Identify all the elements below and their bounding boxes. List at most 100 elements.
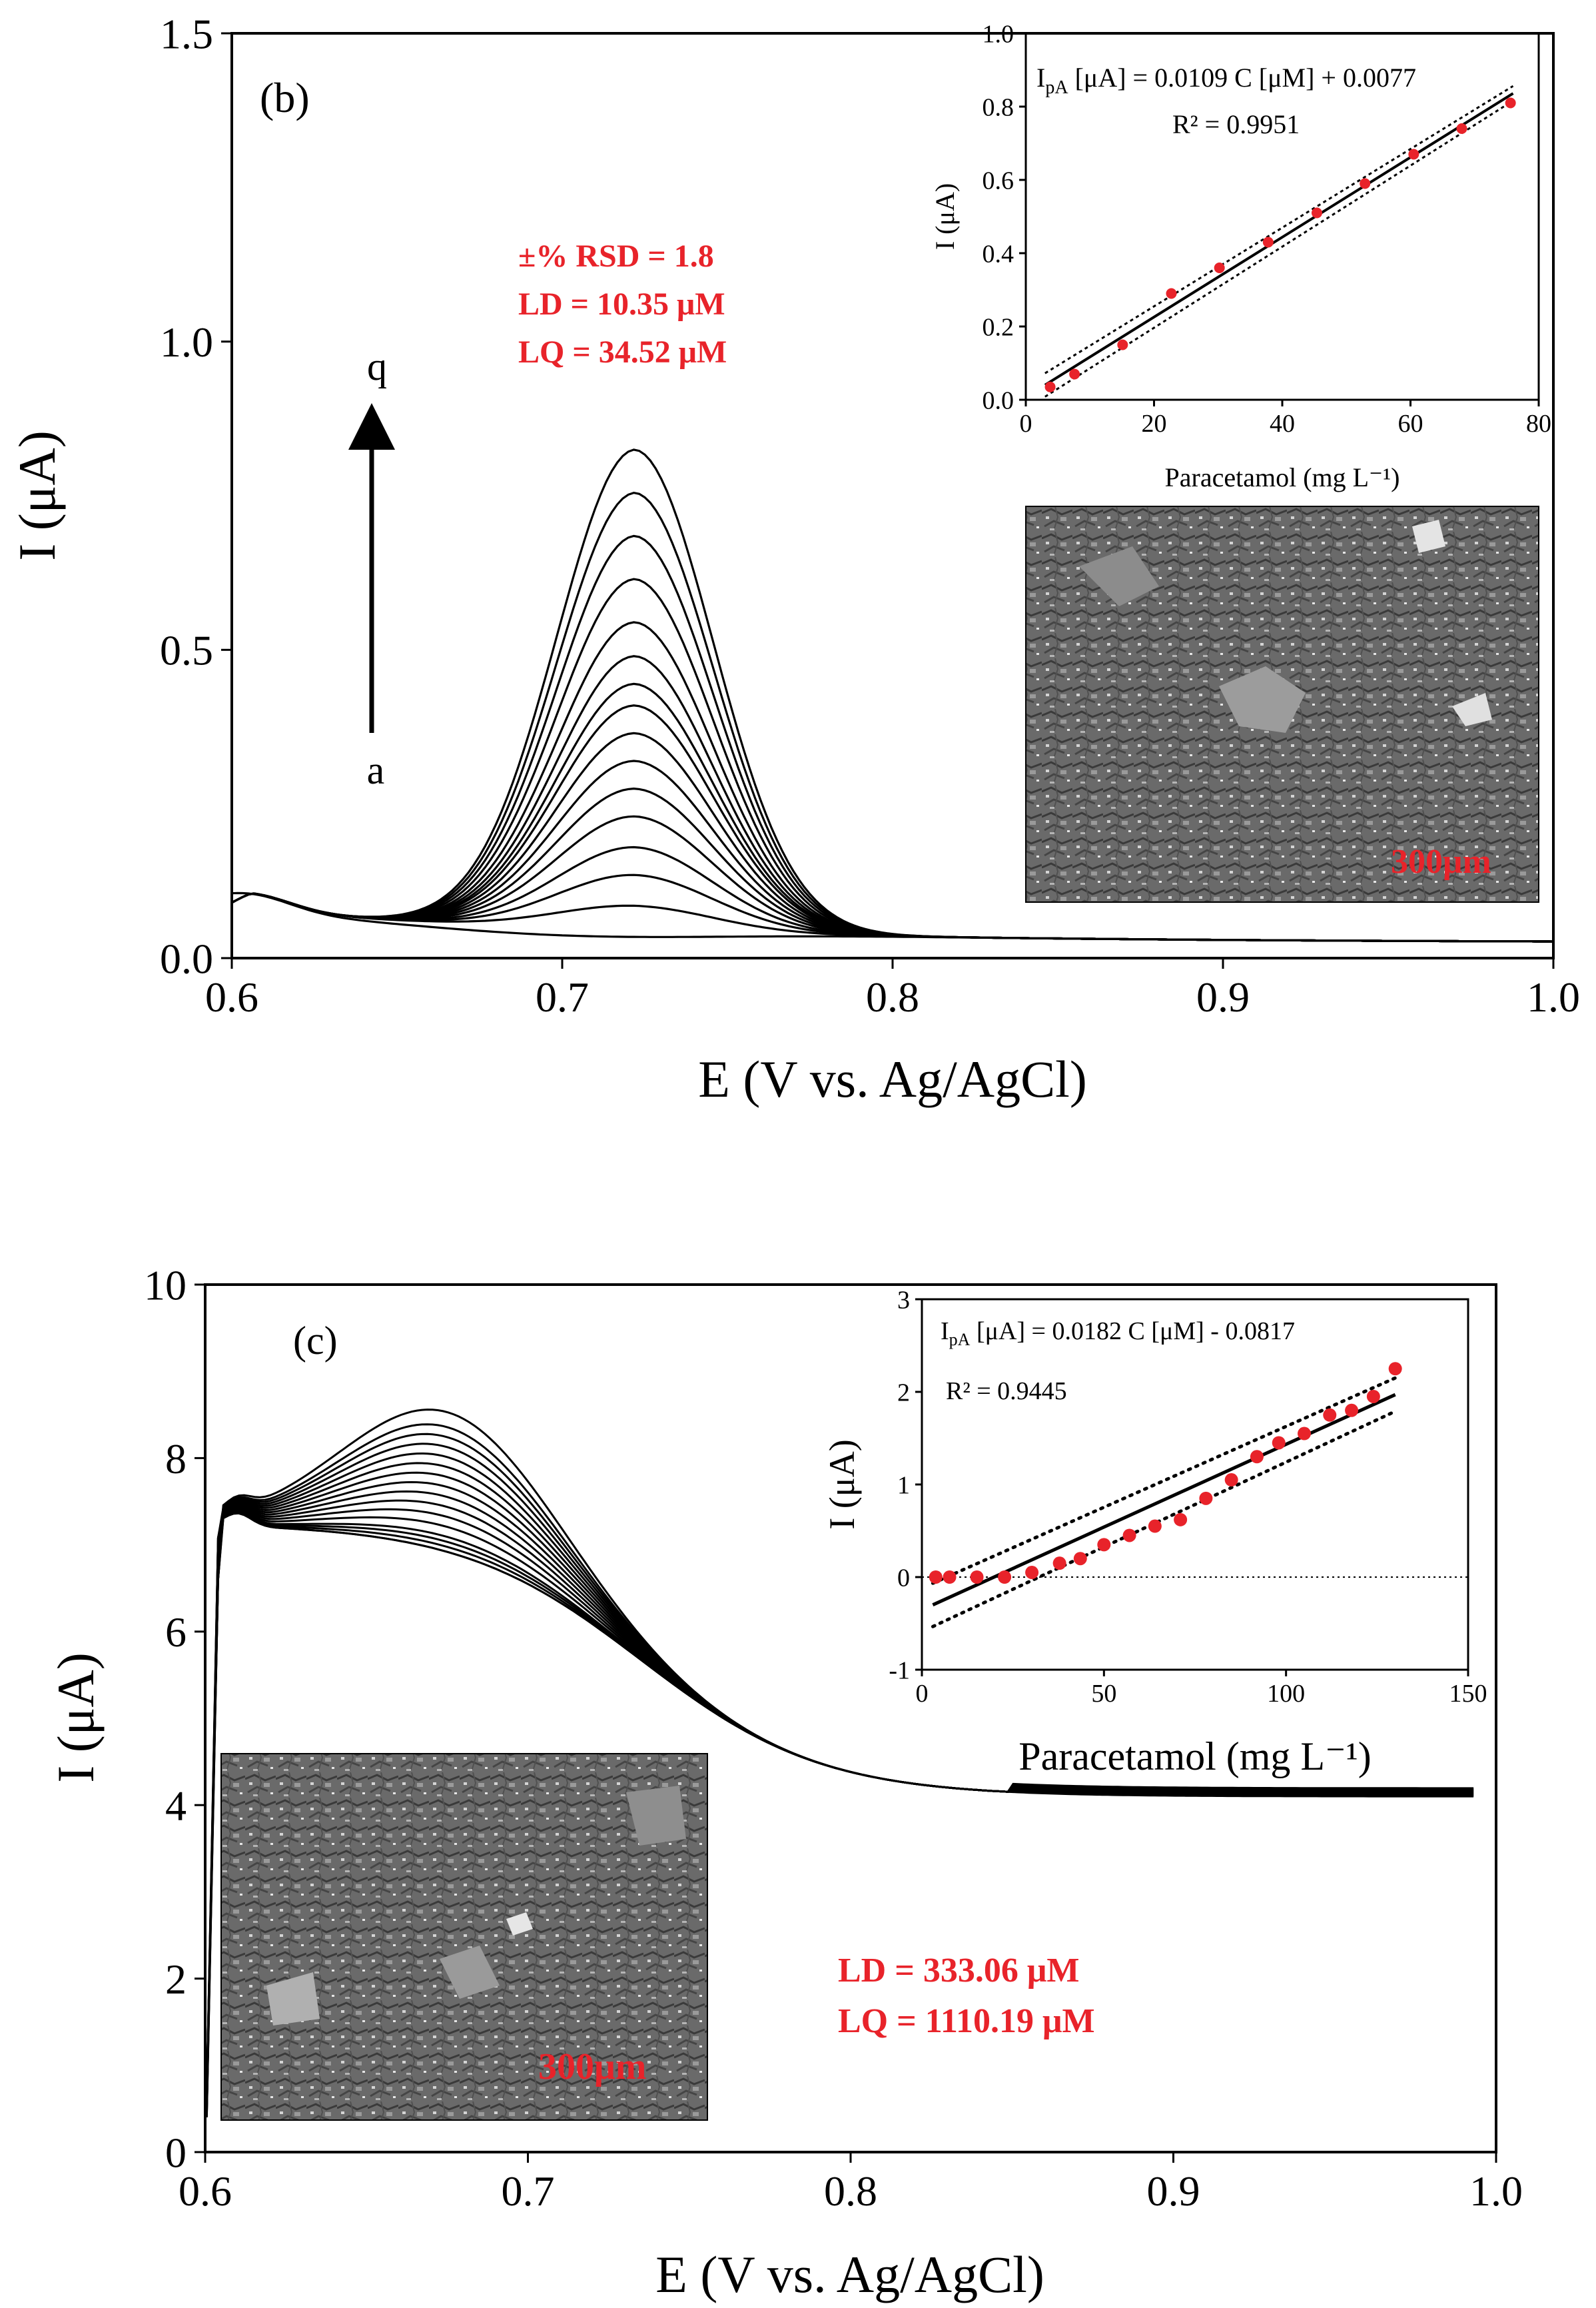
b-inset-equation: IpA [μA] = 0.0109 C [μM] + 0.0077 xyxy=(1036,63,1416,98)
b-y-tick-label: 1.0 xyxy=(160,318,213,366)
b-y-tick-label: 1.5 xyxy=(160,10,213,57)
c-inset-data-point xyxy=(1224,1473,1238,1487)
b-inset-y-tick-label: 0.8 xyxy=(983,93,1014,121)
c-inset-data-point xyxy=(929,1570,943,1584)
b-x-tick-label: 0.7 xyxy=(536,973,589,1021)
c-inset-data-point xyxy=(1199,1491,1213,1505)
b-x-tick-label: 0.8 xyxy=(866,973,919,1021)
b-inset-x-tick-label: 40 xyxy=(1270,410,1295,438)
c-x-tick-label: 0.8 xyxy=(824,2167,877,2215)
c-inset-equation: IpA [μA] = 0.0182 C [μM] - 0.0817 xyxy=(941,1317,1295,1349)
c-inset-data-point xyxy=(1272,1436,1286,1450)
b-inset-data-point xyxy=(1408,149,1419,160)
b-inset-r2: R² = 0.9951 xyxy=(1172,109,1300,139)
c-panel-label: (c) xyxy=(293,1319,338,1363)
c-inset-y-tick-label: 1 xyxy=(897,1471,910,1499)
b-axis-ticks: 0.6 0.7 0.8 0.9 1.0 0.0 0.5 1.0 1.5 xyxy=(160,10,1580,1021)
b-voltammogram xyxy=(231,448,1554,943)
c-inset-data-point xyxy=(1388,1362,1402,1376)
b-inset-confidence-band xyxy=(1044,85,1514,374)
b-inset-data-point xyxy=(1166,288,1177,299)
b-inset-data-point xyxy=(1044,381,1056,392)
c-y-tick-label: 8 xyxy=(165,1435,187,1482)
c-inset-fit-line xyxy=(932,1393,1396,1606)
b-sem-scale-label: 300μm xyxy=(1391,843,1491,881)
c-voltammogram xyxy=(205,1409,1474,2090)
b-x-tick-label: 0.9 xyxy=(1196,973,1250,1021)
b-arrow-label-a: a xyxy=(367,748,385,792)
c-inset-data-point xyxy=(1323,1408,1337,1422)
b-voltammograms xyxy=(231,448,1554,943)
b-inset-confidence-band xyxy=(1044,99,1514,398)
b-rsd-annotation: ±% RSD = 1.8 xyxy=(518,239,714,274)
b-y-tick-label: 0.0 xyxy=(160,935,213,982)
b-ld-annotation: LD = 10.35 μM xyxy=(518,287,725,322)
c-inset-data-point xyxy=(1025,1566,1039,1580)
b-inset-x-label: Paracetamol (mg L⁻¹) xyxy=(1165,462,1400,492)
b-y-axis-label: I (μA) xyxy=(8,430,66,561)
b-plot-frame xyxy=(230,32,1555,959)
b-inset-y-tick-label: 0.0 xyxy=(983,386,1014,414)
c-inset-y-tick-label: 2 xyxy=(897,1379,910,1407)
c-y-tick-label: 6 xyxy=(165,1608,187,1656)
b-inset: 0 20 40 60 80 0.0 0.2 0.4 0.6 0.8 1.0 IpA [μA] = 0… xyxy=(930,20,1551,492)
c-inset-x-tick-label: 0 xyxy=(916,1680,929,1708)
c-x-axis-label: E (V vs. Ag/AgCl) xyxy=(655,2245,1044,2303)
c-inset-data-point xyxy=(1174,1512,1188,1526)
b-inset-data-point xyxy=(1069,368,1080,380)
b-inset-y-label: I (μA) xyxy=(930,183,960,250)
c-inset-data-point xyxy=(1148,1519,1162,1533)
c-inset-data-point xyxy=(1097,1538,1111,1552)
b-inset-y-tick-label: 0.2 xyxy=(983,313,1014,341)
b-y-tick-label: 0.5 xyxy=(160,627,213,674)
c-x-tick-label: 0.6 xyxy=(179,2167,232,2215)
c-voltammograms xyxy=(205,1409,1474,2117)
b-lq-annotation: LQ = 34.52 μM xyxy=(518,334,727,370)
c-inset-data-point xyxy=(1298,1427,1311,1441)
b-inset-data-point xyxy=(1117,339,1128,350)
c-inset-data-point xyxy=(1122,1528,1136,1542)
b-inset-x-tick-label: 20 xyxy=(1142,410,1167,438)
c-x-tick-label: 1.0 xyxy=(1469,2167,1523,2215)
c-y-axis-label: I (μA) xyxy=(47,1652,105,1783)
panel-b: 0.6 0.7 0.8 0.9 1.0 0.0 0.5 1.0 1.5 (b) E (V vs.… xyxy=(8,10,1580,1108)
b-x-tick-label: 0.6 xyxy=(205,973,258,1021)
c-inset-confidence-band xyxy=(931,1376,1397,1585)
c-inset-y-tick-label: 0 xyxy=(897,1564,910,1592)
b-inset-data-point xyxy=(1456,123,1467,134)
c-inset-y-tick-label: -1 xyxy=(889,1656,910,1684)
c-inset-confidence-band xyxy=(931,1409,1397,1628)
c-inset-r2: R² = 0.9445 xyxy=(946,1377,1067,1405)
b-sem-image: 300μm xyxy=(1025,506,1539,903)
b-inset-x-tick-label: 0 xyxy=(1020,410,1032,438)
c-sem-image: 300μm xyxy=(220,1753,708,2121)
c-plot-frame xyxy=(204,1283,1497,2153)
c-y-tick-label: 0 xyxy=(165,2129,187,2176)
b-inset-data-point xyxy=(1262,237,1274,248)
b-inset-data-point xyxy=(1360,178,1371,189)
c-x-tick-label: 0.9 xyxy=(1147,2167,1200,2215)
c-y-tick-label: 4 xyxy=(165,1782,187,1830)
c-inset-data-point xyxy=(1250,1450,1264,1464)
c-inset-x-tick-label: 100 xyxy=(1267,1680,1305,1708)
b-inset-data-point xyxy=(1214,263,1225,273)
c-x-tick-label: 0.7 xyxy=(502,2167,555,2215)
c-inset-data-point xyxy=(1366,1389,1380,1403)
c-y-tick-label: 10 xyxy=(144,1261,187,1309)
c-inset-frame xyxy=(921,1298,1469,1671)
b-x-tick-label: 1.0 xyxy=(1527,973,1580,1021)
c-inset-y-label: I (μA) xyxy=(822,1439,862,1529)
c-inset-data-point xyxy=(1073,1552,1087,1566)
c-inset-data-point xyxy=(1345,1403,1359,1417)
b-inset-y-tick-label: 0.6 xyxy=(983,167,1014,195)
b-inset-fit-line xyxy=(1044,92,1514,386)
c-inset-x-tick-label: 50 xyxy=(1091,1680,1116,1708)
b-inset-x-tick-label: 80 xyxy=(1526,410,1551,438)
b-inset-plot: 0 20 40 60 80 0.0 0.2 0.4 0.6 0.8 1.0 xyxy=(983,20,1552,438)
c-inset-data-point xyxy=(998,1570,1012,1584)
b-inset-x-tick-label: 60 xyxy=(1398,410,1423,438)
c-inset-data-point xyxy=(943,1570,957,1584)
